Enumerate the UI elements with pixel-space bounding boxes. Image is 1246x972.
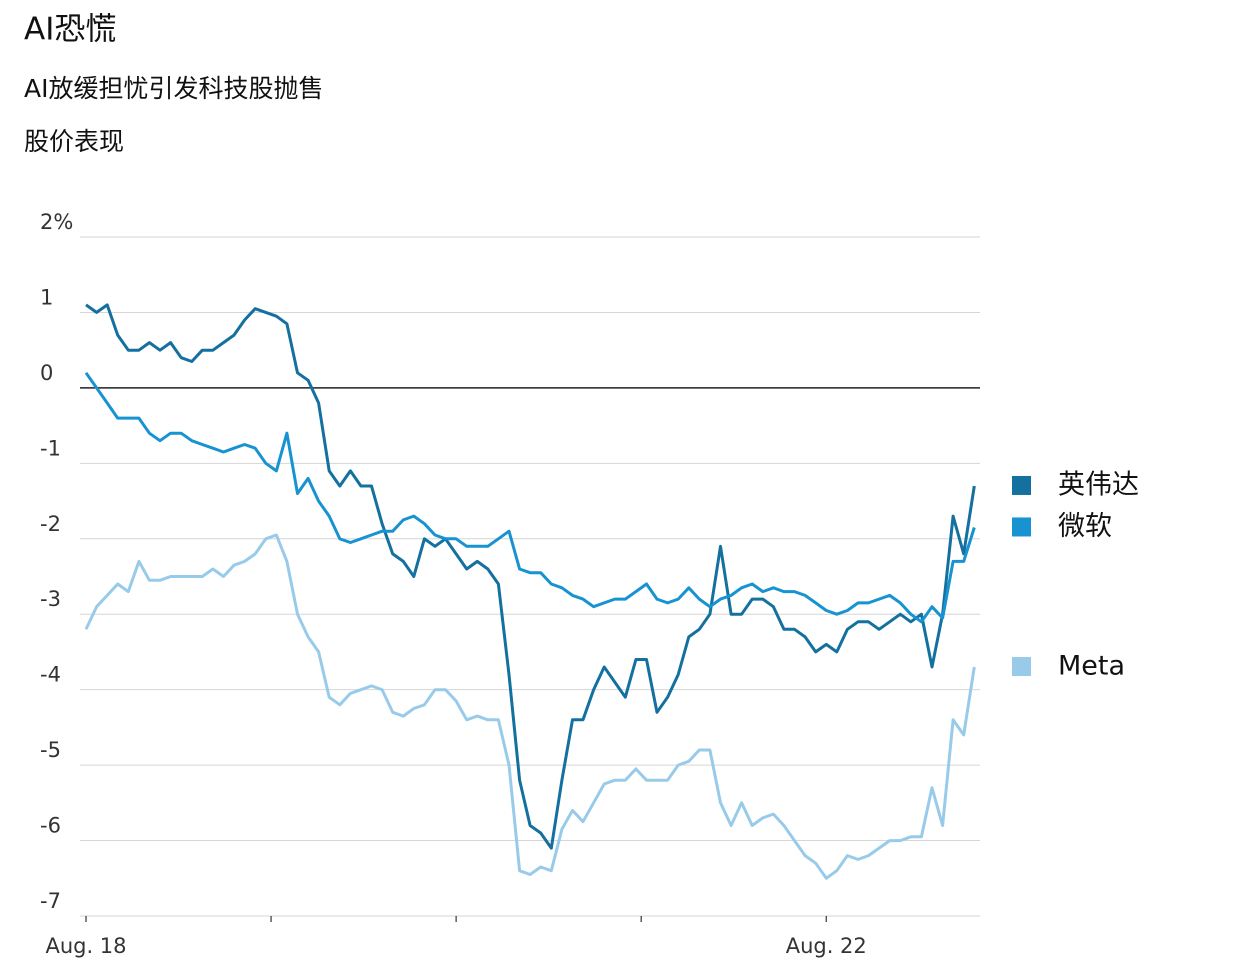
y-axis-label: 股价表现 (24, 127, 124, 156)
y-tick-label: -6 (40, 814, 61, 838)
x-tick-label: Aug. 22 (786, 934, 867, 958)
y-tick-label: 0 (40, 361, 53, 385)
legend-label: 微软 (1058, 511, 1112, 542)
y-tick-label: -2 (40, 512, 61, 536)
y-tick-label: 1 (40, 285, 53, 309)
y-tick-label: -7 (40, 889, 61, 913)
legend-swatch (1012, 475, 1031, 495)
legend-label: Meta (1058, 651, 1125, 682)
series-line (85, 303, 976, 850)
y-tick-label: 2% (40, 210, 73, 234)
series-line (84, 371, 976, 624)
legend-label: 英伟达 (1058, 469, 1139, 500)
y-tick-label: -4 (40, 663, 61, 687)
chart-title: AI恐慌 (24, 12, 116, 48)
y-tick-label: -5 (40, 738, 61, 762)
legend-swatch (1012, 517, 1031, 537)
legend-swatch (1012, 657, 1031, 677)
y-tick-label: -3 (40, 587, 61, 611)
chart-subtitle: AI放缓担忧引发科技股抛售 (24, 74, 323, 103)
y-tick-label: -1 (40, 436, 61, 460)
x-tick-label: Aug. 18 (45, 934, 126, 958)
series-line (84, 533, 976, 880)
